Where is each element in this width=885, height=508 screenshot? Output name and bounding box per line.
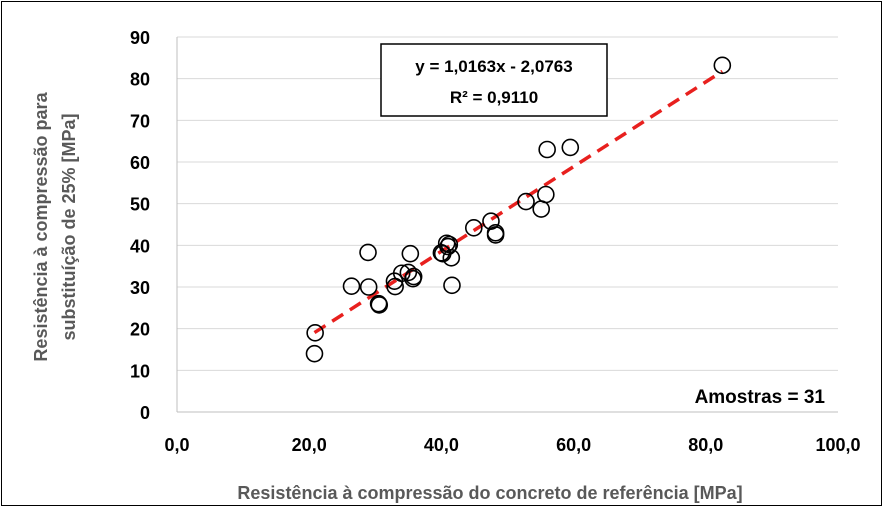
y-tick-label-3: 30 <box>130 278 150 298</box>
data-point-0 <box>305 344 324 363</box>
x-tick-label-0: 0,0 <box>164 435 189 455</box>
x-axis-title: Resistência à compressão do concreto de … <box>237 483 742 503</box>
equation-line-1: y = 1,0163x - 2,0763 <box>415 57 572 76</box>
data-points <box>305 56 732 363</box>
y-tick-label-1: 10 <box>130 361 150 381</box>
y-tick-label-0: 0 <box>140 403 150 423</box>
y-axis-title-line-2: substituíção de 25% [MPa] <box>59 113 79 340</box>
data-point-19 <box>443 276 461 295</box>
data-point-2 <box>342 277 361 295</box>
data-point-10 <box>399 263 418 282</box>
data-point-13 <box>404 267 423 286</box>
y-tick-labels: 0 10 20 30 40 50 60 70 80 90 <box>130 28 150 423</box>
y-tick-label-4: 40 <box>130 236 150 256</box>
x-tick-label-2: 40,0 <box>424 435 459 455</box>
data-point-6 <box>370 296 389 314</box>
data-point-4 <box>359 278 378 296</box>
x-tick-label-5: 100,0 <box>815 435 860 455</box>
data-point-30 <box>432 244 451 262</box>
data-point-11 <box>401 244 420 263</box>
data-point-27 <box>538 140 556 159</box>
data-point-9 <box>392 264 411 283</box>
data-point-26 <box>537 185 555 204</box>
axes <box>176 37 838 413</box>
data-point-16 <box>439 237 457 256</box>
samples-label: Amostras = 31 <box>695 387 826 408</box>
data-point-29 <box>713 56 732 75</box>
y-tick-label-5: 50 <box>130 195 150 215</box>
gridlines <box>177 36 838 371</box>
y-tick-label-2: 20 <box>130 320 150 340</box>
x-tick-label-1: 20,0 <box>292 435 327 455</box>
x-tick-label-3: 60,0 <box>556 435 591 455</box>
data-point-3 <box>359 243 377 262</box>
data-point-23 <box>486 226 505 244</box>
x-tick-label-4: 80,0 <box>688 435 723 455</box>
data-point-24 <box>517 192 535 211</box>
y-tick-label-9: 90 <box>130 28 150 48</box>
x-tick-labels: 0,0 20,0 40,0 60,0 80,0 100,0 <box>164 435 860 455</box>
data-point-28 <box>561 138 580 157</box>
data-point-20 <box>464 219 483 237</box>
equation-line-2: R² = 0,9110 <box>450 88 538 107</box>
y-tick-label-8: 80 <box>130 70 150 90</box>
y-tick-label-7: 70 <box>130 111 150 131</box>
data-point-18 <box>442 249 461 267</box>
equation-box <box>380 43 608 117</box>
y-axis-title-line-1: Resistência à compressão para <box>31 91 51 361</box>
data-point-1 <box>306 324 324 342</box>
y-tick-label-6: 60 <box>130 153 150 173</box>
